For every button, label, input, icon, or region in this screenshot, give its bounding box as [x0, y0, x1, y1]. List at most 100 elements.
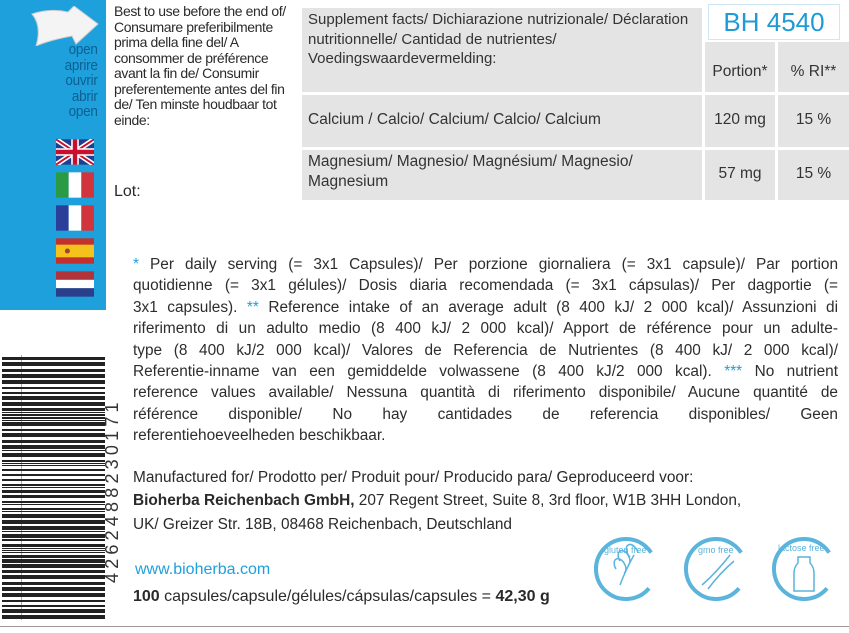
barcode-bar	[2, 605, 105, 607]
barcode-bar	[2, 469, 105, 471]
barcode-bar	[2, 412, 105, 413]
badge-label: lactose free	[778, 543, 825, 553]
barcode-bar	[2, 593, 105, 597]
footnote-line: referentiehoeveelheden beschikbaar.	[133, 427, 386, 445]
manufactured-for: Manufactured for/ Prodotto per/ Produit …	[133, 469, 694, 486]
address-line-1: Bioherba Reichenbach GmbH, 207 Regent St…	[133, 492, 741, 510]
barcode	[2, 357, 105, 619]
barcode-bar	[2, 440, 105, 443]
table-cell-nutrient: Magnesium/ Magnesio/ Magnésium/ Magnesio…	[302, 150, 702, 200]
barcode-bar	[2, 526, 105, 530]
barcode-bar	[2, 609, 105, 613]
table-cell-nutrient: Calcium / Calcio/ Calcium/ Calcio/ Calci…	[302, 95, 702, 147]
barcode-bar	[2, 555, 105, 558]
blue-side-strip: open aprire ouvrir abrir open	[0, 0, 106, 310]
barcode-bar	[2, 544, 105, 547]
open-instructions: open aprire ouvrir abrir open	[65, 42, 98, 120]
barcode-bar	[2, 422, 105, 426]
barcode-bar	[2, 520, 105, 524]
table-cell-portion: 57 mg	[705, 150, 775, 200]
barcode-bar	[2, 487, 105, 488]
barcode-bar	[2, 534, 105, 538]
barcode-bar	[2, 374, 105, 378]
badge-label: gluten free	[604, 545, 647, 555]
barcode-bar	[2, 479, 105, 481]
uk-flag-icon	[56, 139, 94, 165]
barcode-bar	[2, 417, 105, 419]
footnote-line: 3x1 capsules). ** Reference intake of an…	[133, 298, 838, 316]
barcode-bar	[2, 362, 105, 366]
barcode-bar	[2, 408, 105, 411]
supplement-facts-table: Supplement facts/ Dichiarazione nutrizio…	[300, 0, 849, 200]
barcode-number: 4262488230171	[102, 398, 122, 584]
gmo-free-icon: gmo free	[684, 537, 748, 601]
open-word: aprire	[65, 56, 98, 74]
barcode-bar	[2, 357, 105, 360]
table-cell-ri: 15 %	[778, 150, 849, 200]
table-header-portion: Portion*	[705, 42, 775, 92]
badge-label: gmo free	[698, 545, 734, 555]
footnote-line: Referentie-inname van een gemiddelde vol…	[133, 362, 838, 380]
table-header-ri: % RI**	[778, 42, 849, 92]
barcode-bar	[2, 539, 105, 541]
table-header-title: Supplement facts/ Dichiarazione nutrizio…	[302, 8, 702, 92]
barcode-bar	[2, 508, 105, 510]
netherlands-flag-icon	[56, 271, 94, 297]
barcode-bar	[2, 460, 105, 462]
lactose-free-icon: lactose free	[772, 537, 836, 601]
barcode-bar	[2, 575, 105, 579]
gluten-free-icon: gluten free	[594, 537, 658, 601]
spain-flag-icon	[56, 238, 94, 264]
footnote-line: type (8 400 kJ/2 000 kcal)/ Valores de R…	[133, 341, 838, 359]
open-word: open	[69, 41, 98, 58]
barcode-bar	[2, 495, 105, 498]
footnote-line: reference values available/ Nessuna quan…	[133, 384, 838, 402]
barcode-bar	[2, 504, 105, 505]
address-street: 207 Regent Street, Suite 8, 3rd floor, W…	[354, 492, 742, 509]
website-link[interactable]: www.bioherba.com	[135, 561, 271, 578]
table-cell-ri: 15 %	[778, 95, 849, 147]
barcode-bar	[2, 414, 105, 416]
capsule-number: 100	[133, 588, 160, 605]
table-cell-portion: 120 mg	[705, 95, 775, 147]
barcode-bar	[2, 550, 105, 551]
barcode-bar	[2, 369, 105, 372]
address-line-2: UK/ Greizer Str. 18B, 08468 Reichenbach,…	[133, 516, 512, 533]
barcode-bar	[2, 387, 105, 389]
barcode-bar	[2, 433, 105, 437]
footnotes: * Per daily serving (= 3x1 Capsules)/ Pe…	[133, 254, 838, 447]
capsule-words: capsules/capsule/gélules/cápsulas/capsul…	[159, 588, 496, 605]
capsule-count: 100 capsules/capsule/gélules/cápsulas/ca…	[133, 588, 550, 606]
open-word: open	[69, 103, 98, 120]
company-name: Bioherba Reichenbach GmbH,	[133, 492, 355, 509]
barcode-bar	[2, 420, 105, 421]
barcode-bar	[2, 465, 105, 466]
barcode-bar	[2, 474, 105, 476]
barcode-bar	[2, 570, 105, 573]
open-word: ouvrir	[65, 72, 98, 89]
open-arrow-icon	[31, 6, 99, 46]
barcode-bar	[2, 429, 105, 431]
barcode-bar	[2, 552, 105, 553]
footnote-line: quotidienne (= 3x1 gélules)/ Dosis diari…	[133, 277, 838, 295]
open-word: abrir	[72, 87, 98, 105]
barcode-bar	[2, 559, 105, 563]
barcode-bar	[2, 380, 105, 384]
barcode-bar	[2, 392, 105, 394]
barcode-bar	[2, 564, 105, 568]
italy-flag-icon	[56, 172, 94, 198]
lot-label: Lot:	[114, 183, 141, 200]
barcode-bar	[2, 511, 105, 512]
footnote-line: * Per daily serving (= 3x1 Capsules)/ Pe…	[133, 256, 838, 273]
barcode-bar	[2, 582, 105, 585]
barcode-bar	[2, 484, 105, 486]
barcode-bar	[2, 587, 105, 591]
footnote-line: référence disponible/ No hay cantidades …	[133, 405, 838, 423]
barcode-bar	[2, 445, 105, 449]
batch-code: BH 4540	[708, 4, 840, 40]
divider	[0, 626, 849, 627]
best-before-text: Best to use before the end of/ Consumare…	[114, 3, 286, 128]
barcode-bar	[2, 548, 105, 549]
barcode-bar	[2, 490, 105, 493]
barcode-bar	[2, 463, 105, 464]
